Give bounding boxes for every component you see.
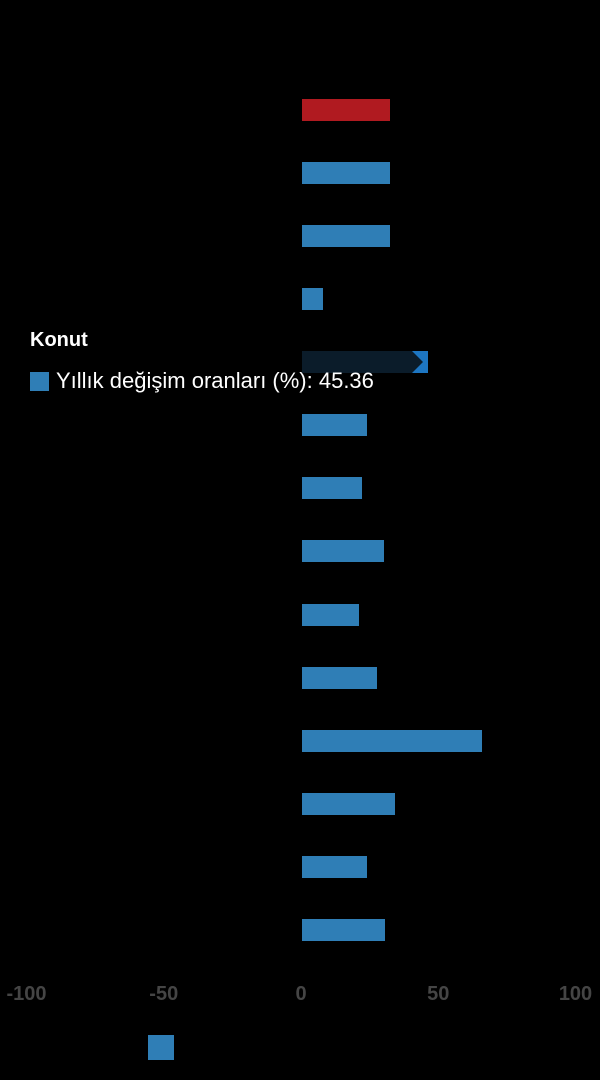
tooltip-series-marker-icon	[30, 371, 49, 391]
x-tick-label: 50	[427, 983, 450, 1005]
x-tick-label: -100	[6, 983, 47, 1005]
bar[interactable]	[302, 99, 390, 121]
x-tick-label: 100	[558, 983, 593, 1005]
bar-hovered[interactable]	[302, 351, 429, 373]
bar[interactable]	[302, 856, 367, 878]
bar[interactable]	[302, 919, 385, 941]
bar[interactable]	[302, 793, 395, 815]
bar-hovered-fill	[302, 351, 423, 373]
tooltip-series-value-text: Yıllık değişim oranları (%): 45.36	[56, 368, 374, 393]
bar[interactable]	[302, 477, 362, 499]
legend-marker[interactable]	[148, 1035, 174, 1060]
x-tick-label: -50	[149, 983, 179, 1005]
bar[interactable]	[302, 225, 390, 247]
bar[interactable]	[302, 540, 384, 562]
tooltip: Konut Yıllık değişim oranları (%): 45.36	[30, 328, 374, 394]
tooltip-category-title: Konut	[30, 329, 88, 351]
bar[interactable]	[302, 414, 367, 436]
x-tick-label: 0	[295, 983, 307, 1005]
bar[interactable]	[302, 604, 359, 626]
bar[interactable]	[302, 667, 377, 689]
bar[interactable]	[302, 288, 323, 310]
bar[interactable]	[302, 730, 482, 752]
tooltip-series-row: Yıllık değişim oranları (%): 45.36	[30, 368, 374, 394]
bar[interactable]	[302, 162, 390, 184]
